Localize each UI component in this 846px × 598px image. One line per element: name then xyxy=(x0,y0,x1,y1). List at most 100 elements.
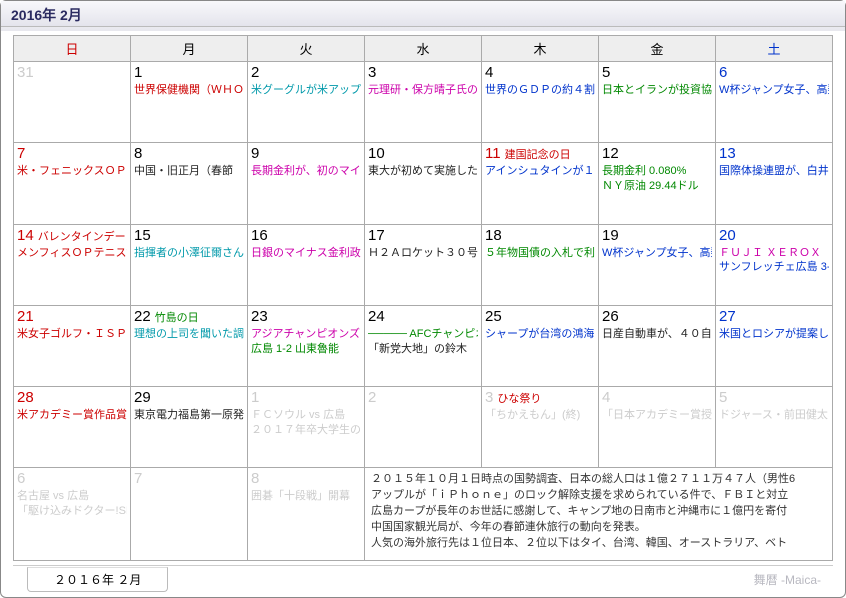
event-text: 中国・旧正月（春節 xyxy=(134,164,244,179)
day-number: 10 xyxy=(368,145,478,162)
day-cell[interactable]: 7米・フェニックスＯＰ、松山英樹がプレーオフを制して優勝 xyxy=(14,143,131,224)
day-cell[interactable]: 5日本とイランが投資協定締結 xyxy=(599,62,716,143)
summary-line: 広島カープが長年のお世話に感謝して、キャンプ地の日南市と沖縄市に１億円を寄付 xyxy=(371,504,826,520)
day-cell[interactable]: 10 東大が初めて実施した推薦入試で７７人が xyxy=(365,143,482,224)
day-cell[interactable]: 15指揮者の小澤征爾さんが「最優秀オペラ録音」米グラミー賞を受賞 xyxy=(131,224,248,305)
day-cell[interactable]: 9長期金利が、初のマイナス 時マイナス0.035% xyxy=(248,143,365,224)
day-cell[interactable]: 7 xyxy=(131,468,248,561)
day-cell[interactable]: 2米グーグルが米アップルを時価総額世界一にな xyxy=(248,62,365,143)
day-cell[interactable]: 29 東京電力福島第一原発 検察官役の指定弁護人 東電の旧経営陣三人を強制起訴 xyxy=(131,387,248,468)
day-cell[interactable]: 17Ｈ２Ａロケット３０号機打ち上げ xyxy=(365,224,482,305)
day-number: 24 xyxy=(368,308,478,325)
day-number: 8 xyxy=(134,145,244,162)
events: 世界保健機関（ＷＨＯ）がジカ熱で「緊急事態」 xyxy=(134,83,244,98)
events: 東京電力福島第一原発 検察官役の指定弁護人 東電の旧経営陣三人を強制起訴 xyxy=(134,408,244,423)
event-text: 長期金利 0.080% xyxy=(602,164,712,179)
day-number: 11建国記念の日 xyxy=(485,145,595,162)
day-cell[interactable]: 12 長期金利 0.080%ＮＹ原油 29.44ドル xyxy=(599,143,716,224)
dow-header: 木 xyxy=(482,36,599,62)
day-cell[interactable]: 21 米女子ゴルフ・ＩＳＰＳ 野村敏京選手が米ツアー初制覇 xyxy=(14,305,131,386)
day-cell[interactable]: 24 ───── AFCチャンピオンズリーグ「新党大地」の鈴木 安倍晋三首相と面会… xyxy=(365,305,482,386)
day-number: 8 xyxy=(251,470,361,487)
day-cell[interactable]: 25シャープが台湾の鴻海買収提案を受け入れる方針を決める xyxy=(482,305,599,386)
events: 「ちかえもん」(終) xyxy=(485,408,595,423)
events: 米グーグルが米アップルを時価総額世界一にな xyxy=(251,83,361,98)
day-cell[interactable]: 1 ＦＣソウル vs 広島２０１７年卒大学生の就職活動が始まる xyxy=(248,387,365,468)
day-cell[interactable]: 4 世界のＧＤＰの約４割、ＴＰＰ参加１２ヶ国が協定文書に署名 xyxy=(482,62,599,143)
day-number: 29 xyxy=(134,389,244,406)
day-cell[interactable]: 6 W杯ジャンプ女子、高梨沙羅選手が９連 xyxy=(716,62,833,143)
day-cell[interactable]: 5ドジャース・前田健太オープン戦登板予定「パシフィック・リ xyxy=(716,387,833,468)
event-text: アジアチャンピオンズ xyxy=(251,327,361,342)
day-cell[interactable]: 14バレンタインデーメンフィスＯＰテニス錦織圭選手が、大会史上初の４連覇 xyxy=(14,224,131,305)
events: 米アカデミー賞作品賞「スポットライト」が受賞 xyxy=(17,408,127,423)
event-text: 米グーグルが米アップルを時価総額世界一にな xyxy=(251,83,361,98)
dow-header: 水 xyxy=(365,36,482,62)
day-number: 15 xyxy=(134,227,244,244)
day-number: 21 xyxy=(17,308,127,325)
day-cell[interactable]: 3ひな祭り「ちかえもん」(終) xyxy=(482,387,599,468)
day-cell[interactable]: 22竹島の日理想の上司を聞いた調査、男性は松岡修造さん、女性は天海祐希さん xyxy=(131,305,248,386)
day-number: 27 xyxy=(719,308,829,325)
day-number: 12 xyxy=(602,145,712,162)
event-text: 世界保健機関（ＷＨＯ）がジカ熱で「緊急事態」 xyxy=(134,83,244,98)
events: Ｈ２Ａロケット３０号機打ち上げ xyxy=(368,246,478,261)
day-cell[interactable]: 28米アカデミー賞作品賞「スポットライト」が受賞 xyxy=(14,387,131,468)
day-cell[interactable]: 20ＦＵＪＩ ＸＥＲＯＸサンフレッチェ広島 3-1 ガンバ大阪 xyxy=(716,224,833,305)
day-cell[interactable]: 11建国記念の日アインシュタインが１００年前に存在を「重力波」を、米チ観測に成功… xyxy=(482,143,599,224)
event-text: 「ちかえもん」(終) xyxy=(485,408,595,423)
events: 米女子ゴルフ・ＩＳＰＳ 野村敏京選手が米ツアー初制覇 xyxy=(17,327,127,342)
events: アインシュタインが１００年前に存在を「重力波」を、米チ観測に成功したと発 xyxy=(485,164,595,179)
event-text: 広島 1-2 山東魯能 xyxy=(251,342,361,357)
day-number: 3ひな祭り xyxy=(485,389,595,406)
day-cell[interactable]: 1世界保健機関（ＷＨＯ）がジカ熱で「緊急事態」 xyxy=(131,62,248,143)
day-cell[interactable]: 3元理研・保方晴子氏の手記が本の売上で週間総合首位 xyxy=(365,62,482,143)
day-cell[interactable]: 4「日本アカデミー賞授賞式」 xyxy=(599,387,716,468)
day-cell[interactable]: 2 xyxy=(365,387,482,468)
event-text: 東大が初めて実施した推薦入試で７７人が xyxy=(368,164,478,179)
day-cell[interactable]: 23アジアチャンピオンズ広島 1-2 山東魯能 xyxy=(248,305,365,386)
day-number: 4 xyxy=(485,64,595,81)
day-number: 5 xyxy=(602,64,712,81)
day-cell[interactable]: 18５年物国債の入札で利回りが初めてマイ xyxy=(482,224,599,305)
brand-label: 舞暦 -Maica- xyxy=(754,571,821,588)
day-number: 25 xyxy=(485,308,595,325)
events: 米・フェニックスＯＰ、松山英樹がプレーオフを制して優勝 xyxy=(17,164,127,179)
day-cell[interactable]: 6名古屋 vs 広島「駆け込みドクター!SP」(終) xyxy=(14,468,131,561)
day-cell[interactable]: 16日銀のマイナス金利政策開始 xyxy=(248,224,365,305)
month-tab[interactable]: ２０１６年 ２月 xyxy=(27,567,168,592)
dow-header: 日 xyxy=(14,36,131,62)
day-number: 22竹島の日 xyxy=(134,308,244,325)
events: 長期金利 0.080%ＮＹ原油 29.44ドル xyxy=(602,164,712,194)
day-cell[interactable]: 31 xyxy=(14,62,131,143)
events: ───── AFCチャンピオンズリーグ「新党大地」の鈴木 安倍晋三首相と面会 参… xyxy=(368,327,478,357)
day-number: 4 xyxy=(602,389,712,406)
dow-header: 金 xyxy=(599,36,716,62)
day-number: 5 xyxy=(719,389,829,406)
day-cell[interactable]: 19W杯ジャンプ女子、高梨沙羅選手が１２Ｗ杯個人総合優勝を xyxy=(599,224,716,305)
day-number: 16 xyxy=(251,227,361,244)
event-text: Ｈ２Ａロケット３０号機打ち上げ xyxy=(368,246,478,261)
event-text: 世界のＧＤＰの約４割、ＴＰＰ参加１２ヶ国が協定文書に署名 xyxy=(485,83,595,98)
day-cell[interactable]: 26 日産自動車が、４０自社株買いを発表 xyxy=(599,305,716,386)
holiday-name: 建国記念の日 xyxy=(505,149,571,161)
event-text: アインシュタインが１００年前に存在を「重力波」を、米チ観測に成功したと発 xyxy=(485,164,595,179)
event-text: 「駆け込みドクター!SP」(終) xyxy=(17,504,127,519)
events: ＦＵＪＩ ＸＥＲＯＸサンフレッチェ広島 3-1 ガンバ大阪 xyxy=(719,246,829,276)
day-cell[interactable]: 8囲碁「十段戦」開幕 xyxy=(248,468,365,561)
event-text: ＦＣソウル vs 広島 xyxy=(251,408,361,423)
event-text: 米アカデミー賞作品賞「スポットライト」が受賞 xyxy=(17,408,127,423)
day-cell[interactable]: 8 中国・旧正月（春節 xyxy=(131,143,248,224)
day-cell[interactable]: 27 米国とロシアが提案したシリア内戦の「一時停戦」が発効 xyxy=(716,305,833,386)
day-number: 1 xyxy=(251,389,361,406)
day-number: 26 xyxy=(602,308,712,325)
events: ＦＣソウル vs 広島２０１７年卒大学生の就職活動が始まる xyxy=(251,408,361,438)
event-text: 日産自動車が、４０自社株買いを発表 xyxy=(602,327,712,342)
events: W杯ジャンプ女子、高梨沙羅選手が９連 xyxy=(719,83,829,98)
event-text: 東京電力福島第一原発 検察官役の指定弁護人 東電の旧経営陣三人を強制起訴 xyxy=(134,408,244,423)
day-number: 6 xyxy=(719,64,829,81)
day-cell[interactable]: 13国際体操連盟が、白井健三選手の新技「シライ３」を認定 xyxy=(716,143,833,224)
event-text: 米国とロシアが提案したシリア内戦の「一時停戦」が発効 xyxy=(719,327,829,342)
events: 中国・旧正月（春節 xyxy=(134,164,244,179)
holiday-name: バレンタインデー xyxy=(38,231,126,243)
